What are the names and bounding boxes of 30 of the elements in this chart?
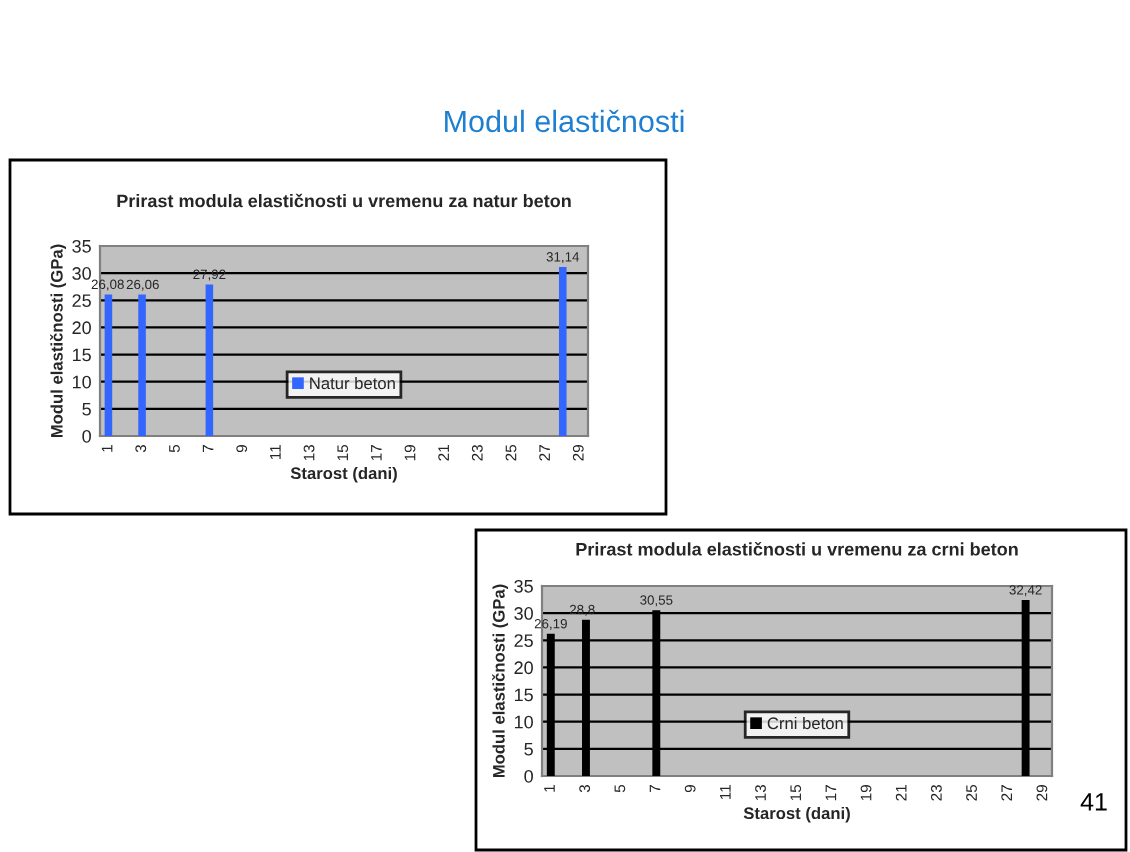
chart-title: Prirast modula elastičnosti u vremenu za crni beton	[576, 541, 1018, 556]
bar	[558, 266, 567, 436]
y-tick-label: 20	[514, 661, 533, 675]
y-tick-label: 15	[72, 348, 91, 362]
x-axis-title: Starost (dani)	[743, 806, 850, 823]
x-axis-title: Starost (dani)	[290, 466, 397, 483]
text: Modul elastičnosti	[445, 109, 684, 133]
y-tick-label: 5	[82, 402, 91, 416]
y-tick-label: 25	[514, 634, 533, 648]
y-tick-label: 35	[514, 579, 533, 593]
y-tick-label: 10	[72, 375, 91, 389]
y-tick-label: 10	[514, 715, 533, 729]
bar	[104, 294, 113, 436]
y-tick-label: 35	[72, 239, 91, 253]
y-axis-title: Modul elastičnosti (GPa)	[50, 244, 67, 438]
text: 41	[1080, 793, 1107, 811]
y-axis-title: Modul elastičnosti (GPa)	[492, 584, 509, 778]
y-tick-label: 30	[72, 267, 91, 280]
bar	[205, 284, 214, 436]
chart-title: Prirast modula elastičnosti u vremenu za natur beton	[117, 193, 571, 208]
legend-label: Natur beton	[310, 376, 395, 390]
y-tick-label: 5	[524, 742, 533, 756]
y-tick-label: 20	[72, 321, 91, 335]
y-tick-label: 15	[514, 688, 533, 702]
y-tick-label: 25	[72, 294, 91, 308]
y-tick-label: 30	[514, 607, 533, 620]
y-tick-label: 0	[524, 769, 533, 783]
bar	[138, 294, 146, 436]
y-tick-label: 0	[82, 429, 91, 443]
legend-label: Crni beton	[767, 716, 843, 730]
